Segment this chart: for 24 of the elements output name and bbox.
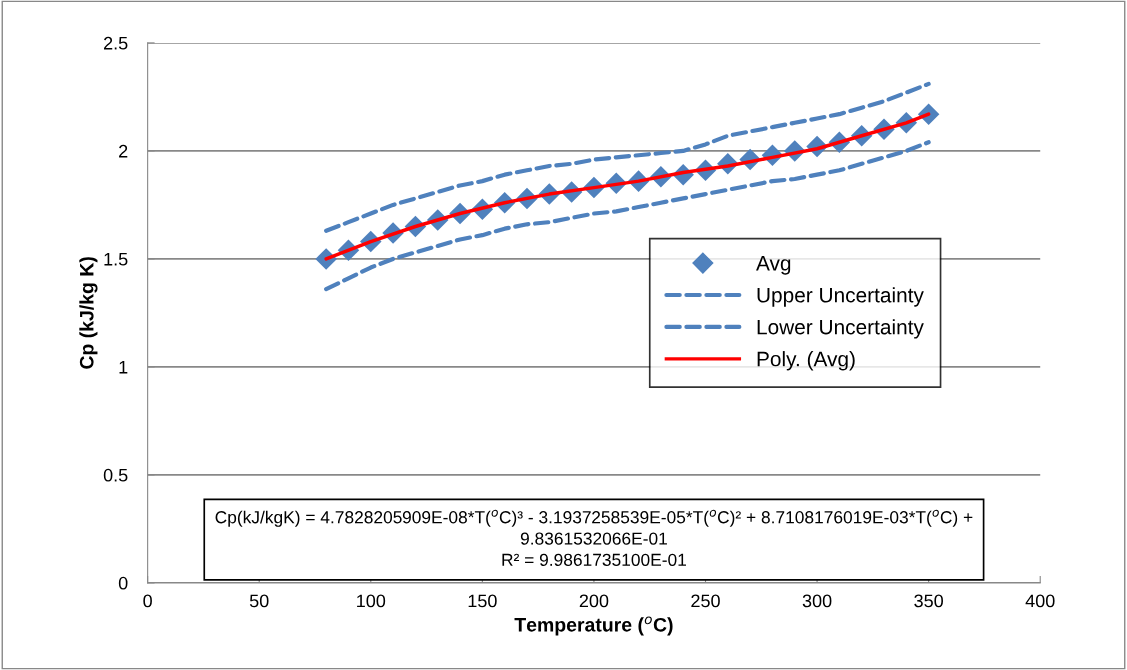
x-tick-label: 400	[1025, 594, 1055, 608]
legend-label: Lower Uncertainty	[757, 319, 924, 339]
legend-label: Poly. (Avg)	[757, 351, 855, 371]
legend-label: Avg	[756, 256, 791, 275]
annotation: R² = 9.9861735100E-01	[502, 553, 686, 566]
x-tick-label: 0	[143, 594, 152, 608]
y-tick-label: 1	[119, 361, 128, 374]
y-tick-label: 2	[119, 144, 128, 158]
x-axis-title: Temperature ($^{o}$C)	[514, 616, 673, 636]
y-tick-label: 2.5	[104, 36, 128, 50]
line-series	[324, 81, 931, 233]
y-tick-label: 1.5	[104, 253, 128, 266]
text: Cp(kJ/kgK) = 4.7828205909E-08*T($^{o}$C)³ - 3.1937258539E-05*T($^{o}$C)² + 8.7108176019E-03*T($^{o}$C) + 9.8361532066E-01	[215, 509, 973, 545]
x-tick-label: 100	[357, 594, 386, 608]
y-tick-label: 0	[118, 576, 128, 590]
x-tick-label: 250	[691, 594, 720, 608]
y-tick-label: 0.5	[103, 468, 128, 482]
x-tick-label: 150	[468, 594, 497, 608]
x-tick-label: 300	[802, 594, 832, 608]
y-axis-title: Cp (kJ/kg K)	[79, 257, 98, 369]
legend-label: Upper Uncertainty	[757, 287, 924, 307]
x-tick-label: 200	[579, 594, 609, 608]
x-tick-label: 50	[249, 594, 269, 608]
x-tick-label: 350	[914, 594, 944, 608]
